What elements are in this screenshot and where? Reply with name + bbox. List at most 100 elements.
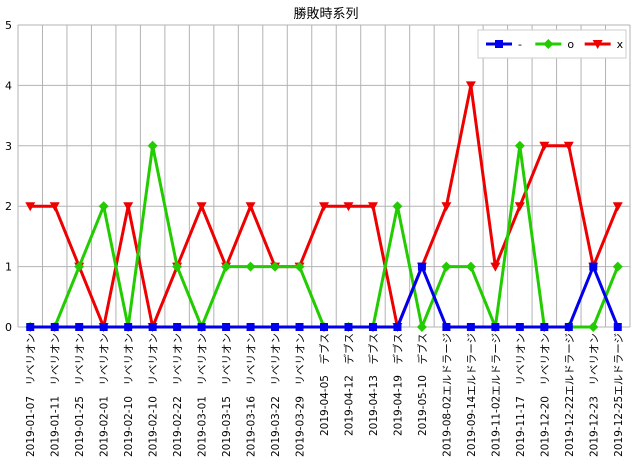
data-point (564, 323, 573, 331)
y-tick-label: 1 (5, 261, 12, 274)
x-tick-label: 2019-12-25エルドラージ (613, 333, 625, 457)
data-point (74, 261, 85, 272)
data-point (441, 202, 452, 212)
data-point (441, 261, 452, 272)
data-point (147, 140, 158, 151)
data-point (99, 323, 108, 331)
x-tick-label: 2019-04-05 デブス (318, 333, 331, 436)
data-point (25, 202, 36, 212)
data-point (246, 323, 255, 331)
data-point (514, 140, 525, 151)
data-point (466, 323, 475, 331)
data-point (612, 202, 623, 212)
data-point (221, 261, 232, 272)
legend-entry: x (584, 38, 624, 51)
data-point (543, 39, 554, 49)
legend-label: o (567, 38, 574, 51)
data-point (75, 323, 84, 331)
data-point (98, 201, 109, 212)
y-tick-label: 0 (5, 321, 12, 334)
data-point (320, 323, 328, 331)
data-point (491, 323, 500, 331)
x-tick-label: 2019-12-22エルドラージ (564, 333, 576, 457)
data-point (563, 141, 574, 151)
data-point (245, 202, 256, 212)
data-point (245, 261, 256, 272)
data-point (172, 261, 183, 272)
data-point (173, 323, 182, 331)
x-tick-label: 2019-05-10 デブス (416, 333, 429, 436)
y-tick-label: 3 (5, 140, 12, 153)
data-point (613, 323, 622, 331)
x-tick-label: 2019-03-29 リベリオン (295, 333, 307, 457)
data-point (368, 323, 377, 331)
grid (17, 24, 631, 328)
data-point (271, 323, 280, 331)
legend-label: - (518, 38, 522, 51)
data-point (343, 202, 354, 212)
y-axis-ticks: 0 1 2 3 4 5 (5, 19, 12, 334)
x-tick-label: 2019-03-16 リベリオン (246, 333, 258, 457)
x-tick-label: 2019-02-01 リベリオン (99, 333, 111, 457)
data-point (50, 323, 59, 331)
data-point (588, 322, 599, 332)
x-tick-label: 2019-12-23 リベリオン (588, 333, 600, 457)
x-tick-label: 2019-04-12 デブス (342, 333, 355, 436)
data-point (465, 81, 476, 91)
series-dash (26, 262, 622, 331)
x-axis-ticks: 2019-01-07 リベリオン 2019-01-11 リベリオン 2019-01-… (25, 333, 625, 457)
data-point (612, 261, 623, 272)
y-tick-label: 4 (5, 79, 12, 92)
x-tick-label: 2019-12-20 リベリオン (539, 333, 551, 457)
data-point (539, 141, 550, 151)
data-point (442, 323, 451, 331)
data-point (589, 262, 598, 271)
data-point (319, 202, 329, 212)
data-point (416, 322, 427, 332)
data-point (344, 323, 353, 331)
x-tick-label: 2019-04-19 デブス (391, 333, 404, 436)
data-point (540, 323, 549, 331)
data-point (124, 323, 133, 331)
x-tick-label: 2019-01-25 リベリオン (74, 333, 86, 457)
y-tick-label: 2 (5, 200, 12, 213)
legend-entry: o (535, 38, 574, 51)
data-point (197, 323, 206, 331)
data-point (465, 261, 476, 272)
x-tick-label: 2019-02-10 リベリオン (123, 333, 135, 457)
data-point (515, 323, 524, 331)
data-point (592, 40, 603, 49)
x-tick-label: 2019-01-07 リベリオン (25, 333, 37, 457)
data-point (417, 262, 426, 271)
data-point (148, 323, 157, 331)
x-tick-label: 2019-03-01 リベリオン (197, 333, 209, 457)
data-point (196, 202, 207, 212)
data-point (495, 40, 503, 48)
y-tick-label: 5 (5, 19, 12, 32)
data-point (367, 202, 378, 212)
data-point (222, 323, 231, 331)
data-point (123, 202, 134, 212)
x-tick-label: 2019-04-13 デブス (367, 333, 380, 436)
x-tick-label: 2019-01-11 リベリオン (50, 333, 62, 457)
data-point (392, 201, 403, 212)
legend-label: x (617, 38, 624, 51)
data-point (514, 202, 525, 212)
series-layer (25, 81, 623, 332)
x-tick-label: 2019-03-15 リベリオン (221, 333, 233, 457)
data-point (26, 323, 35, 331)
data-point (270, 261, 281, 272)
data-point (295, 323, 304, 331)
x-tick-label: 2019-02-10 リベリオン (148, 333, 160, 457)
x-tick-label: 2019-02-22 リベリオン (172, 333, 184, 457)
data-point (393, 323, 402, 331)
chart-title: 勝敗時系列 (293, 7, 358, 22)
data-point (294, 261, 305, 272)
x-tick-label: 2019-03-22 リベリオン (270, 333, 282, 457)
data-point (490, 262, 501, 272)
data-point (49, 202, 60, 212)
legend-entry: - (486, 38, 522, 51)
